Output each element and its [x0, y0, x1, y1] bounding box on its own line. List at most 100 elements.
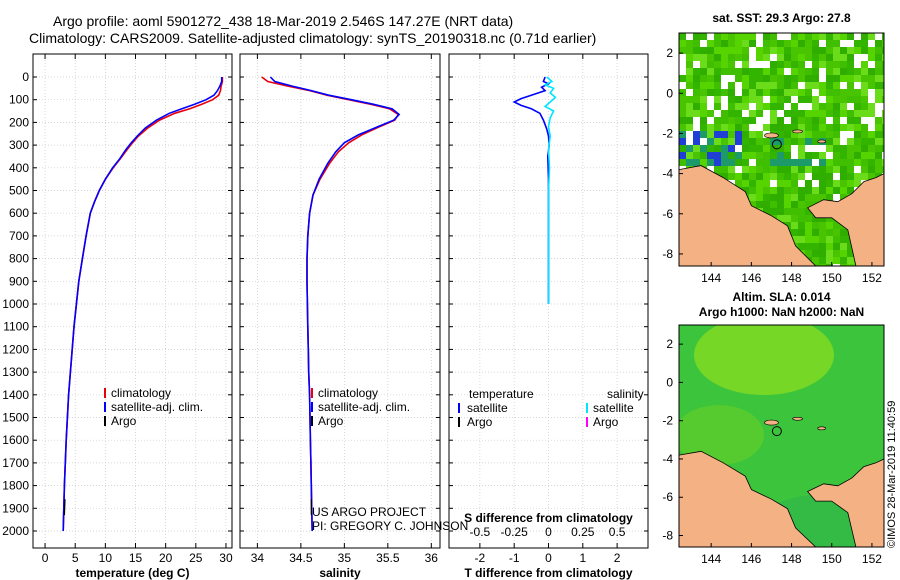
sst-cell [721, 159, 728, 166]
y-tick-label: 0 [22, 70, 29, 84]
sst-cell [693, 33, 700, 40]
sst-cell [770, 201, 777, 208]
sst-cell [812, 103, 819, 110]
sst-cell [798, 222, 805, 229]
map-y-tick-label: -6 [662, 490, 673, 504]
sst-cell [826, 82, 833, 89]
sst-cell [679, 145, 686, 152]
sst-cell [882, 47, 884, 54]
sst-cell [756, 152, 763, 159]
sst-cell [826, 47, 833, 54]
sst-cell [882, 131, 884, 138]
sst-cell [763, 33, 770, 40]
sst-cell [812, 40, 819, 47]
sst-cell [714, 33, 721, 40]
sst-cell [714, 82, 721, 89]
sst-cell [700, 131, 707, 138]
sst-cell [686, 103, 693, 110]
sst-cell [756, 180, 763, 187]
sst-cell [875, 138, 882, 145]
sst-cell [714, 89, 721, 96]
sst-cell [833, 110, 840, 117]
sst-cell [826, 159, 833, 166]
top-tick-label: -0.5 [470, 525, 491, 539]
sst-cell [826, 166, 833, 173]
sst-cell [742, 145, 749, 152]
sst-cell [805, 89, 812, 96]
sst-cell [749, 201, 756, 208]
sst-cell [728, 103, 735, 110]
sst-cell [721, 33, 728, 40]
sst-cell [791, 215, 798, 222]
map-y-tick-label: 0 [666, 86, 673, 100]
sst-cell [833, 236, 840, 243]
sst-cell [728, 47, 735, 54]
sst-cell [679, 33, 686, 40]
sst-cell [784, 54, 791, 61]
sst-cell [735, 54, 742, 61]
sst-cell [742, 54, 749, 61]
sst-cell [861, 82, 868, 89]
sst-cell [784, 208, 791, 215]
sst-cell [882, 159, 884, 166]
sst-cell [798, 201, 805, 208]
sst-cell [707, 110, 714, 117]
sst-cell [805, 208, 812, 215]
sst-cell [707, 131, 714, 138]
sst-cell [777, 54, 784, 61]
sst-cell [728, 82, 735, 89]
y-tick-label: 1300 [2, 365, 29, 379]
sst-cell [840, 33, 847, 40]
sst-cell [861, 152, 868, 159]
sst-cell [728, 33, 735, 40]
sst-cell [784, 166, 791, 173]
sst-cell [826, 110, 833, 117]
sst-cell [798, 236, 805, 243]
sst-cell [700, 96, 707, 103]
land-islet [817, 139, 826, 144]
sst-cell [798, 89, 805, 96]
sst-cell [798, 145, 805, 152]
sst-cell [679, 131, 686, 138]
sst-cell [847, 75, 854, 82]
map-y-tick-label: -6 [662, 207, 673, 221]
sst-cell [861, 40, 868, 47]
x-tick-label: 25 [189, 551, 203, 565]
sst-cell [854, 68, 861, 75]
sst-cell [840, 89, 847, 96]
sst-cell [840, 61, 847, 68]
sst-cell [707, 159, 714, 166]
sst-cell [791, 187, 798, 194]
y-tick-label: 1400 [2, 388, 29, 402]
sst-cell [686, 61, 693, 68]
sst-cell [742, 89, 749, 96]
sst-cell [784, 96, 791, 103]
x-tick-label: 20 [159, 551, 173, 565]
x-tick-label: 0 [545, 551, 552, 565]
sst-cell [777, 194, 784, 201]
sst-cell [812, 257, 819, 264]
sst-cell [777, 40, 784, 47]
sst-cell [714, 61, 721, 68]
sst-cell [770, 75, 777, 82]
series-line-salinity-satellite [543, 76, 557, 304]
sst-cell [805, 187, 812, 194]
sst-cell [686, 152, 693, 159]
sst-cell [728, 117, 735, 124]
sst-cell [875, 68, 882, 75]
sst-cell [791, 103, 798, 110]
sst-cell [819, 166, 826, 173]
sst-cell [840, 229, 847, 236]
sst-cell [861, 145, 868, 152]
sst-cell [735, 110, 742, 117]
sst-cell [791, 236, 798, 243]
land-new-guinea [679, 450, 817, 547]
sst-cell [861, 131, 868, 138]
sst-cell [791, 82, 798, 89]
sst-cell [882, 124, 884, 131]
sst-cell [868, 110, 875, 117]
sst-cell [882, 61, 884, 68]
sst-cell [728, 96, 735, 103]
sst-cell [686, 110, 693, 117]
sst-cell [812, 152, 819, 159]
